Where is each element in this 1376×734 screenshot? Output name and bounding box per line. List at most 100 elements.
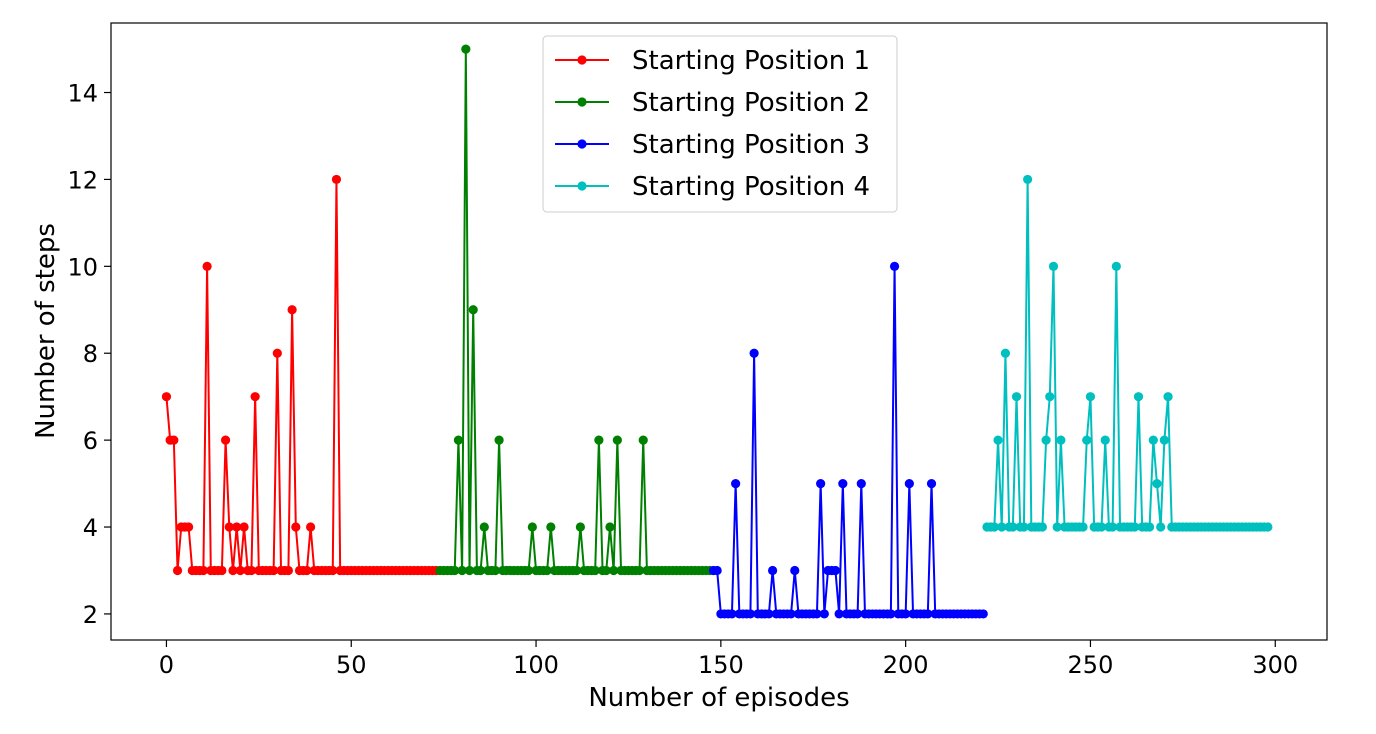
legend-item-1: Starting Position 1	[555, 46, 870, 76]
data-point	[1159, 435, 1169, 445]
x-tick-label: 200	[883, 651, 929, 679]
y-axis: 2 4 6 8 10 12 14	[67, 80, 111, 629]
data-point	[1156, 522, 1166, 532]
data-point	[1019, 522, 1029, 532]
data-point	[1111, 261, 1121, 271]
data-point	[331, 174, 342, 185]
data-point	[239, 522, 249, 532]
x-tick-label: 150	[698, 651, 744, 679]
data-point	[1037, 522, 1047, 532]
data-point	[494, 435, 504, 445]
series-2	[435, 44, 715, 576]
x-tick-label: 100	[513, 651, 559, 679]
data-point	[901, 609, 911, 619]
data-point	[856, 478, 866, 489]
legend-label: Starting Position 1	[632, 46, 870, 76]
data-point	[889, 261, 900, 271]
data-point	[1056, 435, 1066, 445]
data-point	[904, 478, 914, 489]
data-point	[172, 565, 183, 576]
y-tick-label: 4	[83, 514, 98, 542]
y-tick-label: 6	[83, 427, 98, 455]
data-point	[328, 565, 338, 576]
data-point	[269, 565, 279, 576]
x-tick-label: 300	[1252, 651, 1298, 679]
data-point	[184, 522, 194, 532]
data-point	[1148, 435, 1158, 445]
data-point	[235, 565, 245, 576]
data-point	[609, 565, 619, 576]
y-axis-label: Number of steps	[31, 223, 61, 439]
data-point	[1045, 392, 1055, 402]
data-point	[853, 609, 863, 619]
data-point	[594, 435, 604, 445]
data-point	[1023, 174, 1033, 185]
legend-swatch-marker	[577, 181, 587, 191]
data-point	[1082, 435, 1092, 445]
data-point	[202, 261, 212, 271]
data-point	[1048, 261, 1059, 271]
legend: Starting Position 1 Starting Position 2 St…	[542, 35, 898, 213]
data-point	[819, 609, 829, 619]
data-point	[612, 435, 622, 445]
data-point	[749, 348, 759, 358]
data-point	[634, 565, 645, 576]
data-point	[220, 435, 231, 445]
data-point	[302, 565, 312, 576]
data-point	[272, 348, 282, 358]
data-point	[605, 522, 615, 532]
data-point	[1008, 522, 1018, 532]
data-point	[1085, 392, 1096, 402]
data-point	[464, 565, 475, 576]
data-point	[1000, 348, 1011, 358]
legend-frame	[542, 35, 898, 213]
data-point	[712, 565, 722, 576]
legend-swatch-marker	[577, 97, 587, 107]
y-tick-label: 8	[83, 340, 98, 368]
legend-label: Starting Position 2	[632, 88, 870, 118]
data-point	[1163, 392, 1173, 402]
legend-item-2: Starting Position 2	[555, 88, 870, 118]
data-point	[745, 609, 756, 619]
data-point	[283, 565, 294, 576]
data-point	[989, 522, 999, 532]
data-point	[731, 478, 741, 489]
data-point	[993, 435, 1003, 445]
data-point	[542, 565, 552, 576]
data-point	[246, 565, 257, 576]
data-point	[786, 609, 796, 619]
data-point	[767, 565, 778, 576]
data-point	[457, 565, 467, 576]
x-tick-label: 250	[1068, 651, 1114, 679]
data-point	[250, 392, 260, 402]
legend-swatch-marker	[577, 55, 587, 65]
legend-item-4: Starting Position 4	[555, 172, 870, 202]
x-tick-label: 50	[336, 651, 367, 679]
data-point	[228, 565, 238, 576]
data-point	[997, 522, 1007, 532]
data-point	[601, 565, 611, 576]
data-point	[575, 522, 586, 532]
data-point	[476, 565, 486, 576]
data-point	[468, 305, 478, 315]
data-point	[1152, 478, 1162, 489]
data-point	[923, 609, 933, 619]
data-point	[764, 609, 774, 619]
data-point	[886, 609, 896, 619]
data-point	[1130, 522, 1140, 532]
data-point	[978, 609, 988, 619]
data-point	[590, 565, 600, 576]
data-point	[161, 392, 172, 402]
data-point	[790, 565, 800, 576]
data-point	[834, 609, 844, 619]
data-point	[727, 609, 737, 619]
data-point	[926, 478, 937, 489]
data-point	[1108, 522, 1118, 532]
data-point	[461, 44, 471, 54]
x-tick-label: 0	[159, 651, 174, 679]
data-point	[479, 522, 489, 532]
data-point	[169, 435, 179, 445]
legend-item-3: Starting Position 3	[555, 130, 870, 160]
data-point	[287, 305, 297, 315]
